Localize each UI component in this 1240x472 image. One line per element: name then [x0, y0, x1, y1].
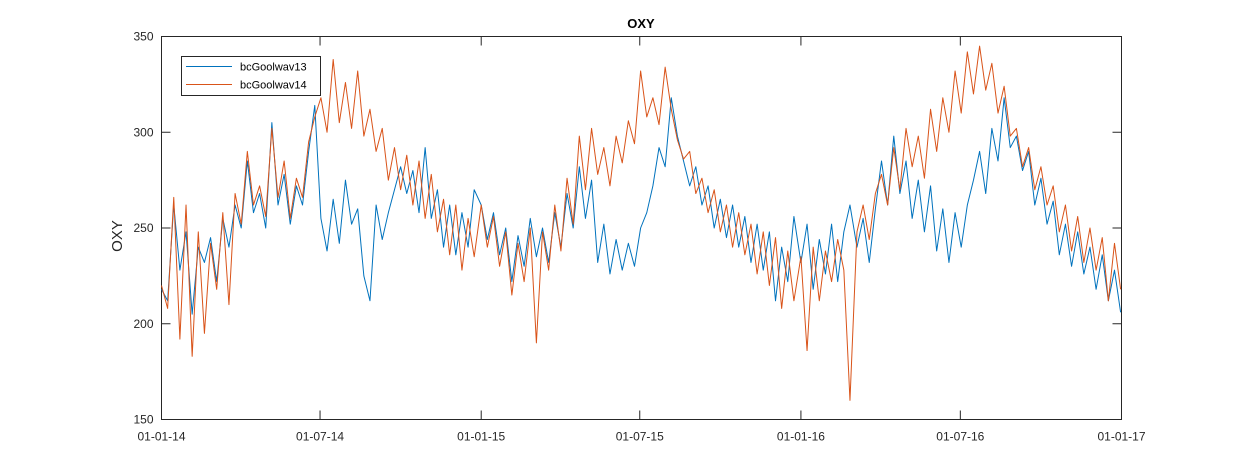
legend-label: bcGoolwav14 [240, 80, 307, 92]
legend-label: bcGoolwav13 [240, 62, 307, 74]
x-tick-label: 01-07-14 [296, 430, 344, 444]
x-tick-label: 01-01-15 [457, 430, 505, 444]
x-tick-label: 01-07-16 [936, 430, 984, 444]
y-axis-title: OXY [109, 220, 126, 252]
series-layer [161, 45, 1122, 401]
x-tick-label: 01-01-14 [137, 430, 185, 444]
y-tick-label: 150 [133, 413, 153, 427]
chart-legend: bcGoolwav13 bcGoolwav14 [181, 56, 321, 96]
tick-layer: 01-01-14 01-07-14 01-01-15 01-07-15 01-01-16… [133, 30, 1145, 444]
chart-title: OXY [627, 16, 655, 31]
y-tick-label: 300 [133, 125, 153, 139]
plot-area: 01-01-14 01-07-14 01-01-15 01-07-15 01-01-16… [133, 30, 1145, 444]
y-tick-label: 250 [133, 221, 153, 235]
y-tick-label: 350 [133, 30, 153, 44]
x-tick-label: 01-01-17 [1097, 430, 1145, 444]
legend-items: bcGoolwav13 bcGoolwav14 [186, 62, 307, 92]
series-line-bcGoolwav13 [161, 97, 1122, 315]
x-tick-label: 01-07-15 [616, 430, 664, 444]
y-tick-label: 200 [133, 317, 153, 331]
x-tick-label: 01-01-16 [777, 430, 825, 444]
legend-box [181, 56, 321, 96]
series-line-bcGoolwav14 [161, 45, 1122, 401]
